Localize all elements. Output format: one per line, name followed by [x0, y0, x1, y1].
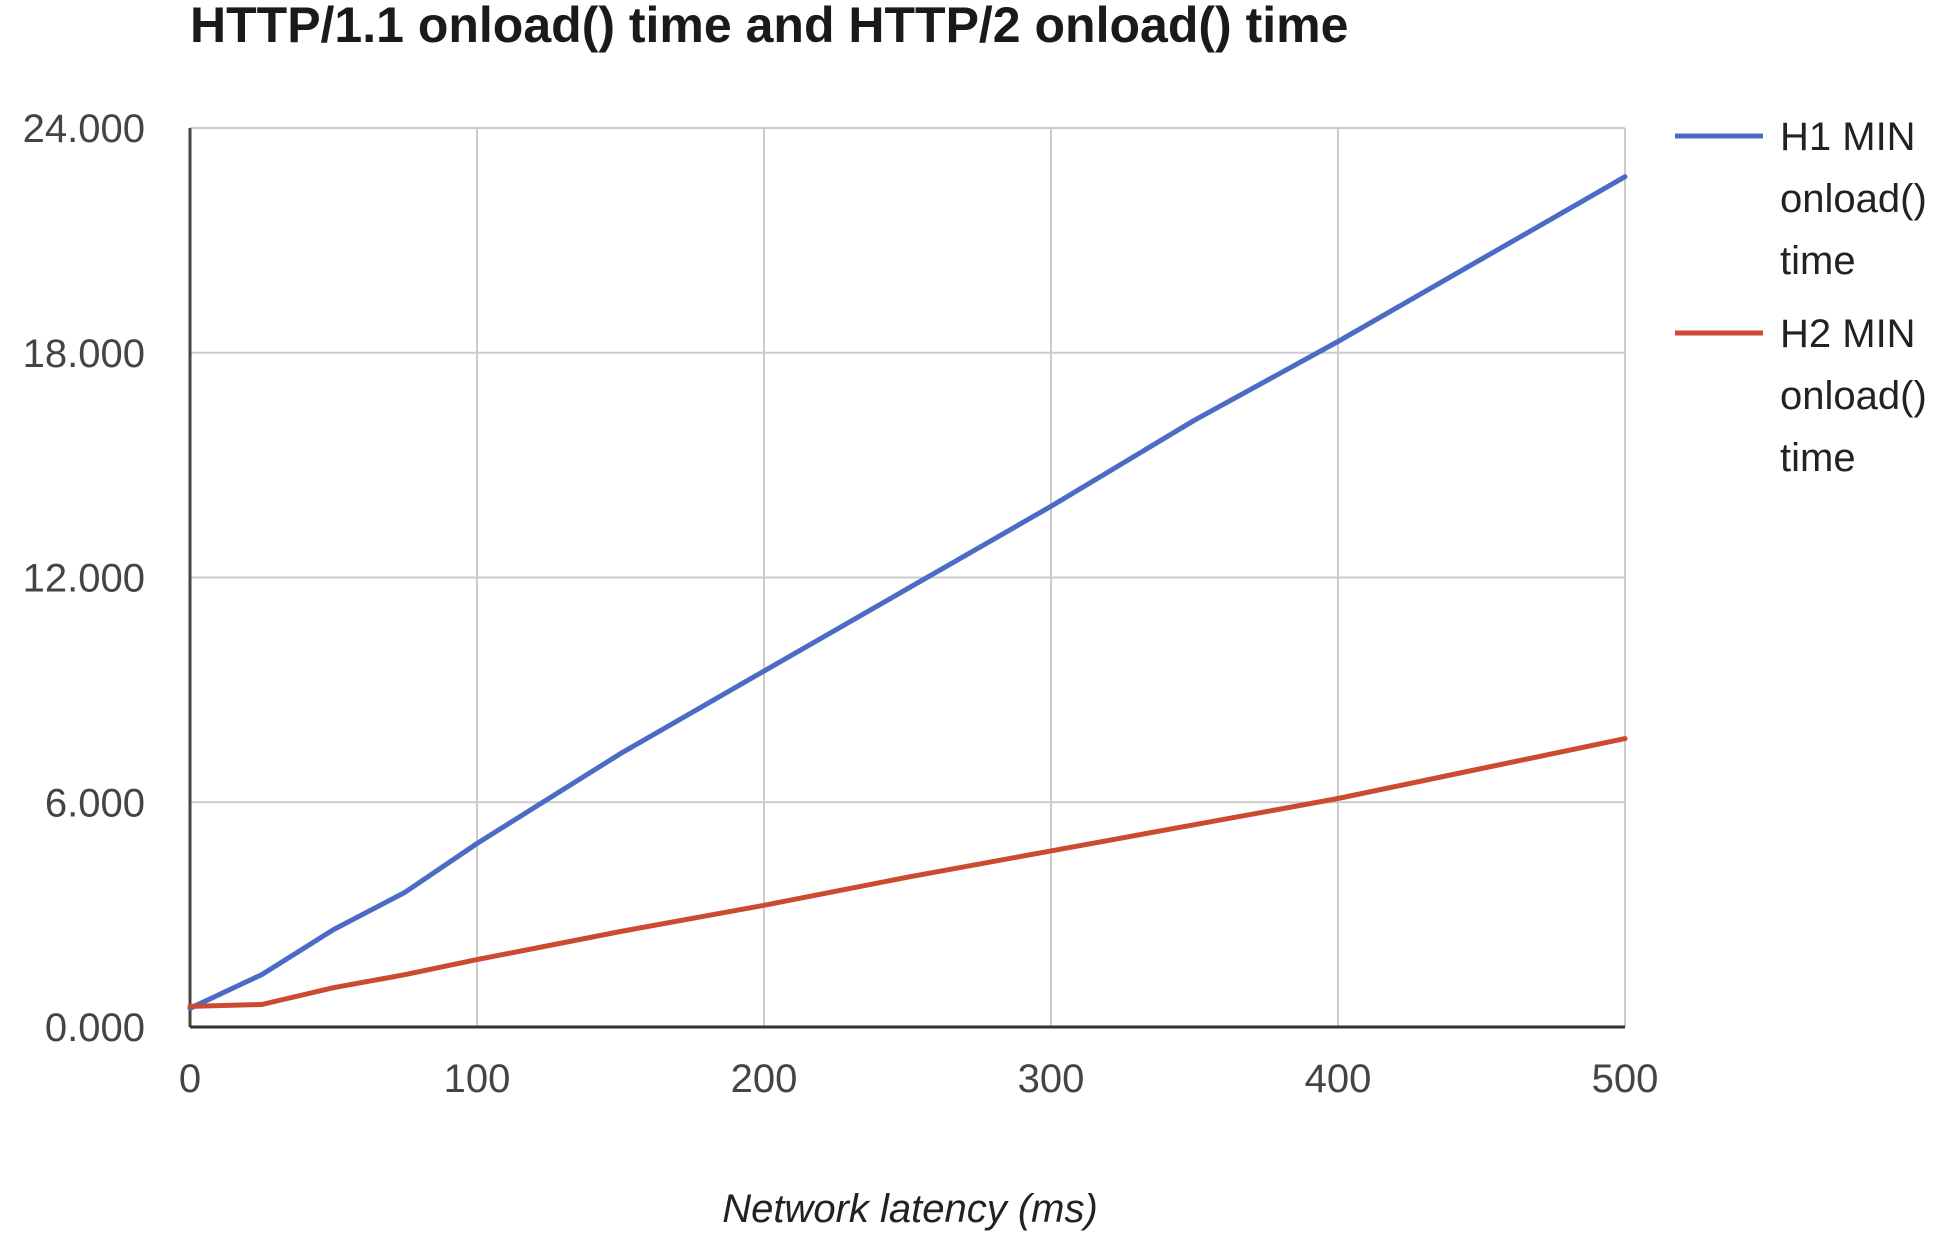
- x-tick-label: 400: [1305, 1057, 1372, 1101]
- legend-label-1: onload(): [1780, 177, 1927, 221]
- x-tick-label: 100: [444, 1057, 511, 1101]
- legend: H1 MIN onload() time H2 MIN onload() time: [1675, 115, 1927, 480]
- x-axis-label: Network latency (ms): [722, 1187, 1098, 1231]
- x-tick-label: 200: [731, 1057, 798, 1101]
- y-tick-label: 24.000: [23, 107, 145, 151]
- series-line-2: [187, 736, 1628, 1009]
- legend-label-2: time: [1780, 436, 1856, 480]
- axes: [188, 128, 1625, 1029]
- y-tick-label: 18.000: [23, 332, 145, 376]
- legend-label-1: H1 MIN: [1780, 115, 1916, 159]
- tick-labels: 0 100 200 300 400 500 0.000 6.000 12.000 18.000 24…: [23, 107, 1659, 1101]
- x-tick-label: 0: [179, 1057, 201, 1101]
- x-tick-label: 500: [1592, 1057, 1659, 1101]
- plot-area: [187, 174, 1628, 1011]
- y-tick-label: 6.000: [45, 781, 145, 825]
- legend-label-2: onload(): [1780, 374, 1927, 418]
- legend-label-1: time: [1780, 239, 1856, 283]
- y-tick-label: 0.000: [45, 1006, 145, 1050]
- chart-title: HTTP/1.1 onload() time and HTTP/2 onload…: [190, 0, 1348, 53]
- x-tick-label: 300: [1018, 1057, 1085, 1101]
- legend-label-2: H2 MIN: [1780, 312, 1916, 356]
- y-tick-label: 12.000: [23, 557, 145, 601]
- series-line-1: [187, 174, 1628, 1011]
- grid: [190, 127, 1626, 1027]
